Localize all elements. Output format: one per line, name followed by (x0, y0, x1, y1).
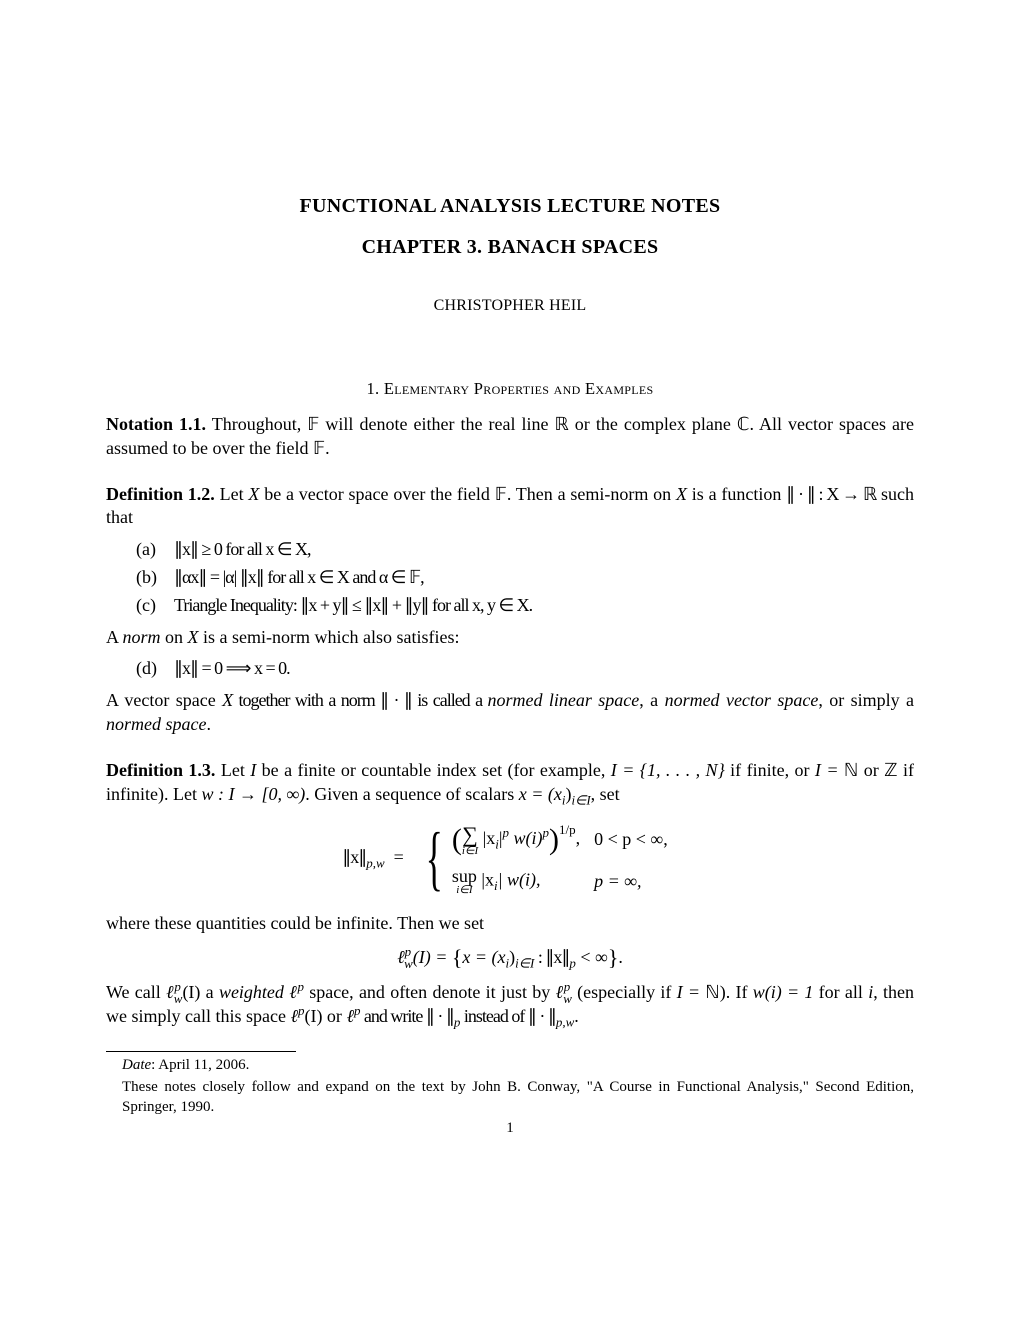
cases-table: (∑i∈I |xi|p w(i)p)1/p, 0 < p < ∞, supi∈I… (446, 816, 678, 901)
left-brace-icon: { (426, 828, 443, 889)
page-content: FUNCTIONAL ANALYSIS LECTURE NOTES CHAPTE… (0, 0, 1020, 1197)
doc-title-line1: FUNCTIONAL ANALYSIS LECTURE NOTES (106, 195, 914, 218)
notation-11: Notation 1.1. Throughout, 𝔽 will denote … (106, 413, 914, 461)
def12-item-b: (b)∥αx∥ = |α| ∥x∥ for all x ∈ X and α ∈ … (136, 564, 914, 592)
def13-tail: We call ℓpw(I) a weighted ℓp space, and … (106, 981, 914, 1029)
def12-list: (a)∥x∥ ≥ 0 for all x ∈ X, (b)∥αx∥ = |α| … (136, 536, 914, 620)
def13-display-norm: ∥x∥p,w = { (∑i∈I |xi|p w(i)p)1/p, 0 < p … (106, 816, 914, 901)
def12-list-d: (d)∥x∥ = 0 ⟹ x = 0. (136, 655, 914, 683)
def12-item-d: (d)∥x∥ = 0 ⟹ x = 0. (136, 655, 914, 683)
def13-label: Definition 1.3. (106, 760, 215, 780)
footnote-ack: These notes closely follow and expand on… (122, 1078, 914, 1117)
definition-12-intro: Definition 1.2. Let X be a vector space … (106, 483, 914, 531)
footnote-rule (106, 1051, 296, 1052)
def13-mid: where these quantities could be infinite… (106, 912, 914, 936)
def12-item-c: (c)Triangle Inequality: ∥x + y∥ ≤ ∥x∥ + … (136, 592, 914, 620)
def12-item-a: (a)∥x∥ ≥ 0 for all x ∈ X, (136, 536, 914, 564)
section-number: 1. (367, 379, 380, 398)
definition-13-intro: Definition 1.3. Let I be a finite or cou… (106, 759, 914, 807)
page-number: 1 (106, 1120, 914, 1137)
author-name: CHRISTOPHER HEIL (106, 297, 914, 315)
doc-title-line2: CHAPTER 3. BANACH SPACES (106, 236, 914, 259)
footnote-date: Date: April 11, 2006. (122, 1056, 914, 1076)
def12-tail: A vector space X together with a norm ∥ … (106, 689, 914, 737)
notation-label: Notation 1.1. (106, 414, 206, 434)
section-title: Elementary Properties and Examples (384, 379, 654, 398)
section-heading: 1. Elementary Properties and Examples (106, 379, 914, 399)
def12-label: Definition 1.2. (106, 484, 215, 504)
def12-mid: A norm on X is a semi-norm which also sa… (106, 626, 914, 650)
def13-display-lp: ℓpw(I) = {x = (xi)i∈I : ∥x∥p < ∞}. (106, 945, 914, 971)
